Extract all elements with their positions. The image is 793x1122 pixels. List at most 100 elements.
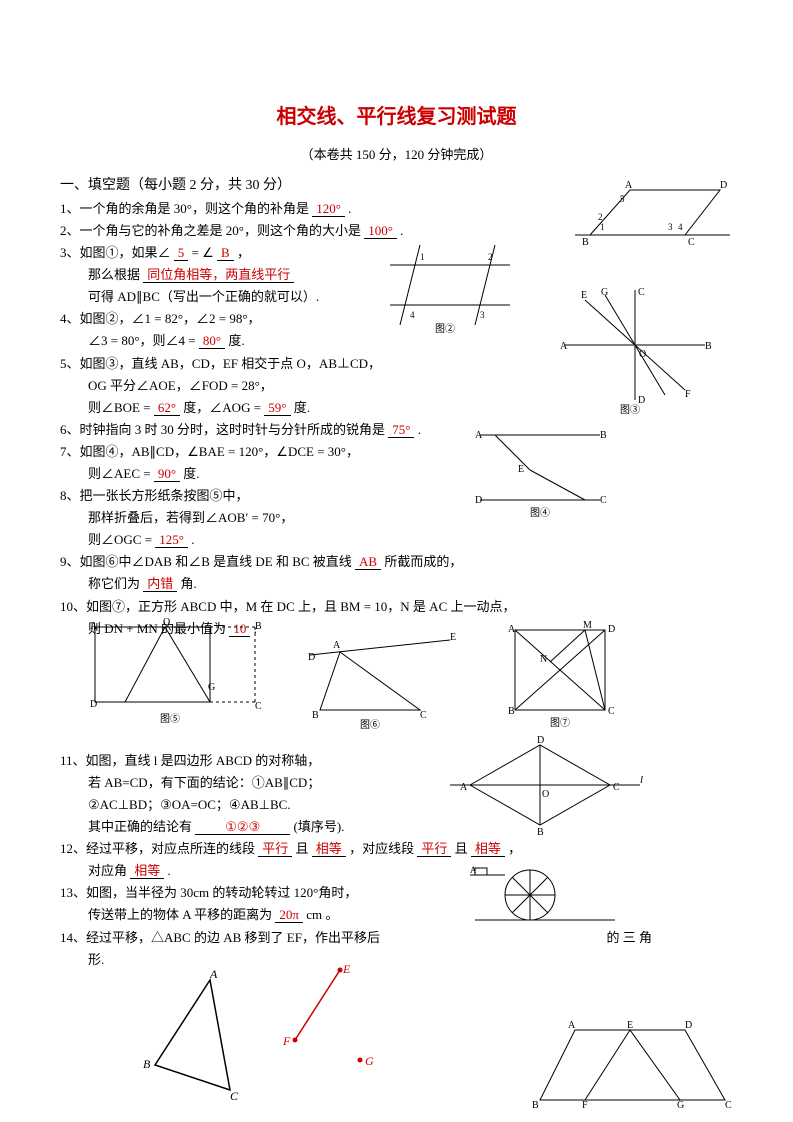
svg-text:C: C	[725, 1100, 732, 1110]
q5-l3: 则∠BOE = 62° 度，∠AOG = 59° 度.	[60, 397, 733, 419]
q7-l1: 7、如图④，AB∥CD，∠BAE = 120°，∠DCE = 30°，	[60, 441, 733, 463]
q3-ans2: B	[217, 245, 234, 261]
q1-answer: 120°	[312, 201, 345, 217]
q1: 1、一个角的余角是 30°，则这个角的补角是 120° .	[60, 198, 733, 220]
q4-l2: ∠3 = 80°，则∠4 = 80° 度.	[60, 330, 733, 352]
q9-l1a: 9、如图⑥中∠DAB 和∠B 是直线 DE 和 BC 被直线	[60, 554, 352, 569]
q3-l3: 可得 AD∥BC（写出一个正确的就可以）.	[60, 286, 733, 308]
q3-l1b: ，	[237, 245, 250, 260]
svg-text:F: F	[582, 1100, 588, 1110]
q12-l2a: 对应角	[88, 863, 127, 878]
q9-l2a: 称它们为	[88, 576, 140, 591]
q10-l2a: 则 DN + MN 的最小值为	[88, 621, 226, 636]
q1-text-a: 1、一个角的余角是 30°，则这个角的补角是	[60, 201, 309, 216]
q12-mid1: 且	[296, 841, 309, 856]
q12-l1: 12、经过平移，对应点所连的线段 平行 且 相等 ，对应线段 平行 且 相等 ，	[60, 838, 733, 860]
q9-l2b: 角.	[181, 576, 197, 591]
q9-l1: 9、如图⑥中∠DAB 和∠B 是直线 DE 和 BC 被直线 AB 所截而成的，	[60, 551, 733, 573]
figure-trapezoid: A E D B F G C	[530, 1020, 740, 1110]
q11-ans: ①②③	[195, 819, 290, 835]
q8-l3b: .	[191, 532, 194, 547]
q10-l1: 10、如图⑦，正方形 ABCD 中，M 在 DC 上，且 BM = 10，N 是…	[60, 596, 733, 618]
q12-ans3: 平行	[417, 841, 451, 857]
svg-text:E: E	[627, 1020, 633, 1031]
q6: 6、时钟指向 3 时 30 分时，这时时针与分针所成的锐角是 75° .	[60, 419, 733, 441]
q11-l4: 其中正确的结论有 ①②③ (填序号).	[60, 816, 733, 838]
q8-l2: 那样折叠后，若得到∠AOB′ = 70°，	[60, 507, 733, 529]
q5-l2: OG 平分∠AOE，∠FOD = 28°，	[60, 375, 733, 397]
q7-l2b: 度.	[183, 466, 199, 481]
q6-text-b: .	[418, 422, 421, 437]
q5-l1: 5、如图③，直线 AB，CD，EF 相交于点 O，AB⊥CD，	[60, 353, 733, 375]
q12-ans4: 相等	[471, 841, 505, 857]
q9-ans2: 内错	[143, 576, 177, 592]
q12-l2b: .	[168, 863, 171, 878]
q6-text-a: 6、时钟指向 3 时 30 分时，这时时针与分针所成的锐角是	[60, 422, 385, 437]
q12-l1a: 12、经过平移，对应点所连的线段	[60, 841, 255, 856]
q5-ans2: 59°	[264, 400, 290, 416]
q12-mid2: ，对应线段	[349, 841, 414, 856]
svg-text:D: D	[685, 1020, 692, 1031]
q8-l1: 8、把一张长方形纸条按图⑤中，	[60, 485, 733, 507]
svg-text:C: C	[230, 1089, 239, 1100]
q4-l2b: 度.	[228, 333, 244, 348]
q4-l2a: ∠3 = 80°，则∠4 =	[88, 333, 199, 348]
q11-l4a: 其中正确的结论有	[88, 819, 192, 834]
q5-ans1: 62°	[154, 400, 180, 416]
q12-ans1: 平行	[258, 841, 292, 857]
q12-l2: 对应角 相等 .	[60, 860, 733, 882]
svg-text:F: F	[282, 1034, 291, 1048]
q9-l2: 称它们为 内错 角.	[60, 573, 733, 595]
q2-text-b: .	[400, 223, 403, 238]
q8-ans: 125°	[155, 532, 188, 548]
q14-l1b: 的 三 角	[606, 930, 652, 945]
q12-ans2: 相等	[312, 841, 346, 857]
q1-text-b: .	[348, 201, 351, 216]
q11-l1: 11、如图，直线 l 是四边形 ABCD 的对称轴，	[60, 750, 733, 772]
q4-ans: 80°	[199, 333, 225, 349]
q12-l1b: ，	[508, 841, 521, 856]
q6-ans: 75°	[388, 422, 414, 438]
q2-text-a: 2、一个角与它的补角之差是 20°，则这个角的大小是	[60, 223, 361, 238]
q13-l2: 传送带上的物体 A 平移的距离为 20π cm 。	[60, 904, 733, 926]
svg-text:A: A	[568, 1020, 576, 1031]
svg-text:G: G	[365, 1054, 374, 1068]
q13-l2a: 传送带上的物体 A 平移的距离为	[88, 907, 272, 922]
q13-ans: 20π	[275, 907, 303, 923]
q7-ans: 90°	[154, 466, 180, 482]
svg-text:B: B	[143, 1057, 151, 1071]
q7-l2a: 则∠AEC =	[88, 466, 154, 481]
q13-l2b: cm 。	[306, 907, 338, 922]
q5-l3a: 则∠BOE =	[88, 400, 154, 415]
q14-l2: 形.	[60, 949, 733, 971]
q9-l1b: 所截而成的，	[384, 554, 462, 569]
q10-ans: 10	[229, 621, 250, 637]
q4-l1: 4、如图②，∠1 = 82°，∠2 = 98°，	[60, 308, 733, 330]
q8-l3a: 则∠OGC =	[88, 532, 155, 547]
q12-ans5: 相等	[130, 863, 164, 879]
page-title: 相交线、平行线复习测试题	[60, 100, 733, 134]
q7-l2: 则∠AEC = 90° 度.	[60, 463, 733, 485]
q10-l2: 则 DN + MN 的最小值为 10 .	[60, 618, 733, 640]
q2: 2、一个角与它的补角之差是 20°，则这个角的大小是 100° .	[60, 220, 733, 242]
q11-l4b: (填序号).	[293, 819, 344, 834]
q3-l2a: 那么根据	[88, 267, 140, 282]
q14-l1a: 14、经过平移，△ABC 的边 AB 移到了 EF，作出平移后	[60, 930, 380, 945]
q3-l2: 那么根据 同位角相等，两直线平行	[60, 264, 733, 286]
page-subtitle: （本卷共 150 分，120 分钟完成）	[60, 144, 733, 166]
q3-mid: = ∠	[192, 245, 214, 260]
q14-l1: 14、经过平移，△ABC 的边 AB 移到了 EF，作出平移后 的 三 角	[60, 927, 733, 949]
q3-l1a: 3、如图①，如果∠	[60, 245, 171, 260]
q3-ans3: 同位角相等，两直线平行	[143, 267, 294, 283]
q2-answer: 100°	[364, 223, 397, 239]
svg-text:G: G	[677, 1100, 684, 1110]
q5-l3c: 度.	[294, 400, 310, 415]
q9-ans1: AB	[355, 554, 381, 570]
q11-l3: ②AC⊥BD；③OA=OC；④AB⊥BC.	[60, 794, 733, 816]
q3-l1: 3、如图①，如果∠ 5 = ∠ B ，	[60, 242, 733, 264]
q12-mid3: 且	[455, 841, 468, 856]
svg-text:B: B	[532, 1100, 539, 1110]
q3-ans1: 5	[174, 245, 189, 261]
section-1-header: 一、填空题（每小题 2 分，共 30 分）	[60, 174, 733, 198]
q8-l3: 则∠OGC = 125° .	[60, 529, 733, 551]
